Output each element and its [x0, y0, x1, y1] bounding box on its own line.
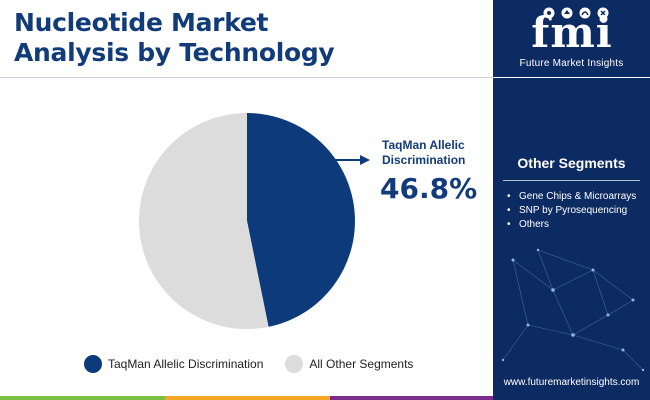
legend-swatch-taqman	[84, 355, 102, 373]
side-panel: fmi Future Market Insights Other Segment…	[493, 0, 650, 400]
panel-divider	[493, 77, 650, 78]
brand-name: Future Market Insights	[519, 58, 624, 69]
brand-logo: fmi Future Market Insights	[493, 0, 650, 76]
legend-label-other: All Other Segments	[309, 357, 414, 371]
chart-legend: TaqMan Allelic Discrimination All Other …	[84, 355, 435, 373]
pie-slice-taqman	[247, 113, 355, 327]
pie-chart	[138, 113, 370, 329]
bar-segment-orange	[165, 396, 330, 400]
segment-item: SNP by Pyrosequencing	[507, 204, 636, 218]
other-segments-title: Other Segments	[517, 155, 626, 171]
legend-swatch-other	[285, 355, 304, 373]
segments-divider	[503, 180, 640, 181]
bar-segment-green	[0, 396, 165, 400]
website-url: www.futuremarketinsights.com	[503, 377, 640, 388]
bottom-color-bar	[0, 396, 650, 400]
segment-item: Others	[507, 218, 636, 232]
callout-value: 46.8%	[380, 172, 478, 205]
legend-item-other: All Other Segments	[285, 355, 413, 373]
page-title: Nucleotide Market Analysis by Technology	[14, 8, 484, 68]
logo-wordmark: fmi	[531, 8, 613, 57]
bar-segment-purple	[330, 396, 493, 400]
title-line-2: Analysis by Technology	[14, 38, 335, 67]
other-segments-list: Gene Chips & Microarrays SNP by Pyrosequ…	[507, 190, 636, 232]
network-graphic	[501, 248, 645, 372]
callout-label: TaqMan Allelic Discrimination	[382, 138, 466, 167]
legend-label-taqman: TaqMan Allelic Discrimination	[108, 357, 264, 371]
logo-icons	[543, 7, 609, 19]
callout-arrow-head	[360, 155, 370, 165]
title-line-1: Nucleotide Market	[14, 8, 269, 37]
pie-slice-other-segments	[138, 113, 269, 329]
segment-item: Gene Chips & Microarrays	[507, 190, 636, 204]
bar-segment-navy	[493, 396, 650, 400]
title-divider	[0, 77, 493, 78]
legend-item-taqman: TaqMan Allelic Discrimination	[84, 355, 263, 373]
